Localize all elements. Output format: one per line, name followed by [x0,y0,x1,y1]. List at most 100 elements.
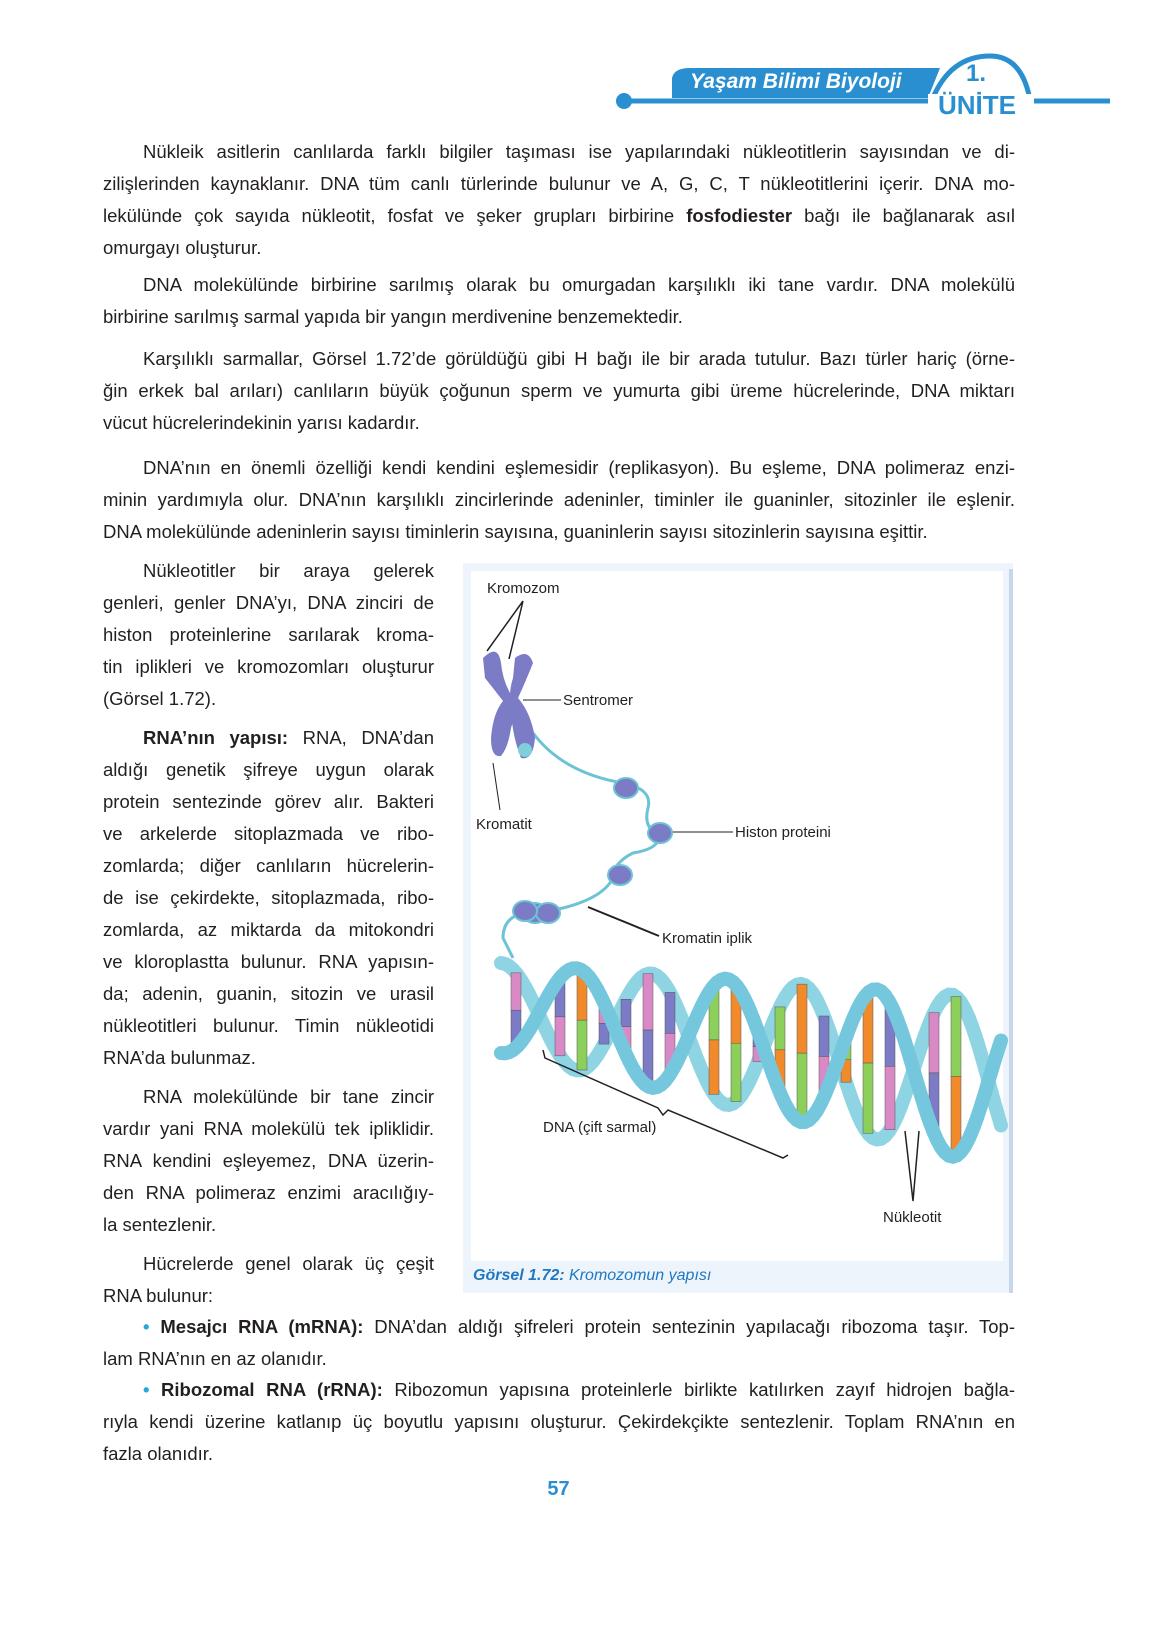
text-line: Hücrelerde genel olarak üç çeşit [143,1253,434,1275]
text-line: la sentezlenir. [103,1214,434,1236]
text-line: Nükleotitler bir araya gelerek [143,560,434,582]
nucleotide-base [818,1015,830,1057]
text-line: DNA’nın en önemli özelliği kendi kendini… [143,457,1015,479]
text-segment: minin yardımıyla olur. DNA’nın karşılıkl… [103,489,1015,510]
dna-bracket [542,1049,789,1159]
text-line: nükleotitleri bulunur. Timin nükleotidi [103,1015,434,1037]
text-segment: ve arkelerde sitoplazmada ve ribo- [103,823,434,844]
text-segment: vardır yani RNA molekülü tek ipliklidir. [103,1118,434,1139]
nucleotide-base [884,1066,896,1131]
text-segment: zomlarda; diğer canlıların hücrelerin- [103,855,434,876]
label-dna: DNA (çift sarmal) [543,1119,657,1136]
telomere [518,743,532,757]
text-line: • Ribozomal RNA (rRNA): Ribozomun yapısı… [143,1379,1015,1401]
nucleotide-base [862,1062,874,1134]
text-line: rıyla kendi üzerine katlanıp üç boyutlu … [103,1411,1015,1433]
text-line: lekülünde çok sayıda nükleotit, fosfat v… [103,205,1015,227]
text-line: de ise çekirdekte, sitoplazmada, ribo- [103,887,434,909]
dna-strand-front [494,961,1008,1164]
chromatid-right [509,654,535,759]
text-line: histon proteinlerine sarılarak kroma- [103,624,434,646]
text-line: genleri, genler DNA’yı, DNA zinciri de [103,592,434,614]
text-segment: de ise çekirdekte, sitoplazmada, ribo- [103,887,434,908]
bullet-icon: • [143,1316,161,1337]
text-segment: Nükleik asitlerin canlılarda farklı bilg… [143,141,1015,162]
histone-nucleosome [512,900,538,922]
text-segment: lam RNA’nın en az olanıdır. [103,1348,327,1369]
text-line: DNA molekülünde adeninlerin sayısı timin… [103,521,1015,543]
text-segment: DNA molekülünde birbirine sarılmış olara… [143,274,1015,295]
text-line: RNA molekülünde bir tane zincir [143,1086,434,1108]
bold-term: RNA’nın yapısı: [143,727,289,748]
page-number: 57 [547,1478,570,1500]
histone-nucleosome [535,902,561,924]
text-segment: omurgayı oluşturur. [103,237,262,258]
nucleotide-base [774,1006,786,1051]
nucleotide-base [664,992,676,1034]
caption-label: Görsel 1.72: [473,1267,565,1284]
text-line: zilişlerinden kaynaklanır. DNA tüm canlı… [103,173,1015,195]
label-kromatin-iplik: Kromatin iplik [662,930,753,947]
text-segment: RNA molekülünde bir tane zincir [143,1086,434,1107]
bold-term: Mesajcı RNA (mRNA): [160,1316,364,1337]
text-line: ve arkelerde sitoplazmada ve ribo- [103,823,434,845]
text-segment: nükleotitleri bulunur. Timin nükleotidi [103,1015,434,1036]
text-line: fazla olanıdır. [103,1443,1015,1465]
text-line: tin iplikleri ve kromozomları oluşturur [103,656,434,678]
text-segment: RNA bulunur: [103,1285,214,1306]
text-segment: RNA, DNA’dan [288,727,434,748]
text-line: DNA molekülünde birbirine sarılmış olara… [143,274,1015,296]
histone-nucleosome [607,864,633,886]
nucleotide-base [554,1016,566,1057]
text-line: RNA’da bulunmaz. [103,1047,434,1069]
text-segment: zilişlerinden kaynaklanır. DNA tüm canlı… [103,173,1015,194]
text-segment: DNA’nın en önemli özelliği kendi kendini… [143,457,1015,478]
text-segment: ğin erkek bal arıları) canlıların büyük … [103,380,1015,401]
text-segment: RNA kendini eşleyemez, DNA üzerin- [103,1150,434,1171]
nucleotide-base [642,973,654,1031]
text-line: RNA bulunur: [103,1285,434,1307]
text-segment: RNA’da bulunmaz. [103,1047,256,1068]
label-histon-proteini: Histon proteini [735,824,831,841]
text-segment: zomlarda, az miktarda da mitokondri [103,919,434,940]
text-line: vardır yani RNA molekülü tek ipliklidir. [103,1118,434,1140]
text-segment: lekülünde çok sayıda nükleotit, fosfat v… [103,205,687,226]
nukleotit-pointer [904,1130,920,1202]
text-segment: histon proteinlerine sarılarak kroma- [103,624,434,645]
kromozom-pointer [486,600,524,660]
nucleotide-base [950,996,962,1077]
label-kromozom: Kromozom [487,580,560,597]
text-segment: DNA molekülünde adeninlerin sayısı timin… [103,521,928,542]
text-segment: da; adenin, guanin, sitozin ve urasil [103,983,434,1004]
subject-title: Yaşam Bilimi Biyoloji [690,70,902,93]
text-line: omurgayı oluşturur. [103,237,1015,259]
nucleotide-base [510,972,522,1011]
text-segment: den RNA polimeraz enzimi aracılığıy- [103,1182,434,1203]
text-segment: aldığı genetik şifreye uygun olarak [103,759,434,780]
nucleotide-base [730,1043,742,1102]
text-line: vücut hücrelerindekinin yarısı kadardır. [103,412,1015,434]
text-segment: la sentezlenir. [103,1214,217,1235]
figure-border [1009,569,1013,1293]
text-segment: fazla olanıdır. [103,1443,214,1464]
label-nukleotit: Nükleotit [883,1209,942,1226]
text-line: birbirine sarılmış sarmal yapıda bir yan… [103,306,1015,328]
kromatit-pointer [492,762,501,811]
text-line: Karşılıklı sarmallar, Görsel 1.72’de gör… [143,348,1015,370]
nucleotide-base [576,1019,588,1071]
histone-nucleosome [647,822,673,844]
text-line: Nükleik asitlerin canlılarda farklı bilg… [143,141,1015,163]
kromatin-pointer [587,906,660,937]
chromatid-left [483,651,516,757]
bullet-icon: • [143,1379,162,1400]
text-line: da; adenin, guanin, sitozin ve urasil [103,983,434,1005]
text-segment: Hücrelerde genel olarak üç çeşit [143,1253,434,1274]
text-line: RNA’nın yapısı: RNA, DNA’dan [143,727,434,749]
nucleotide-base [796,983,808,1054]
text-line: ğin erkek bal arıları) canlıların büyük … [103,380,1015,402]
unit-header-banner [616,53,1110,114]
chromatin-thread [501,732,661,959]
text-segment: vücut hücrelerindekinin yarısı kadardır. [103,412,420,433]
unit-label: ÜNİTE [938,90,1016,120]
